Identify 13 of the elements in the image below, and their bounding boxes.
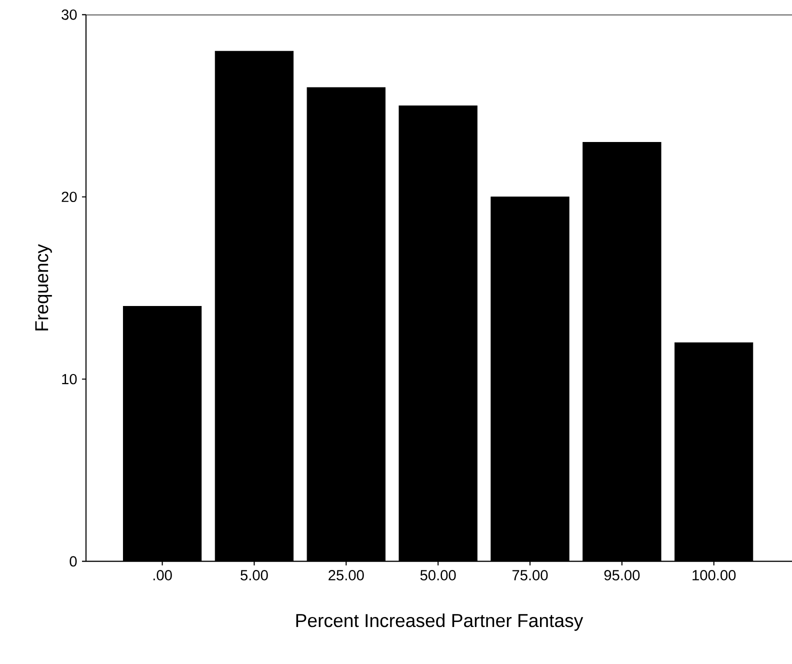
x-tick-label: 5.00 xyxy=(240,570,268,580)
y-axis-title: Frequency xyxy=(35,244,52,330)
x-tick-label: 95.00 xyxy=(604,570,640,580)
x-tick-label: 50.00 xyxy=(420,570,456,580)
y-tick-label: 10 xyxy=(62,374,77,384)
y-tick-label: 0 xyxy=(70,556,77,567)
x-tick-label: 75.00 xyxy=(512,570,548,580)
y-tick-label: 30 xyxy=(62,10,77,20)
x-tick-label: 100.00 xyxy=(692,570,736,580)
x-tick-label: .00 xyxy=(153,570,172,580)
x-tick-label: 25.00 xyxy=(328,570,364,580)
y-tick-label: 20 xyxy=(62,192,77,202)
x-axis-title: Percent Increased Partner Fantasy xyxy=(296,613,584,631)
